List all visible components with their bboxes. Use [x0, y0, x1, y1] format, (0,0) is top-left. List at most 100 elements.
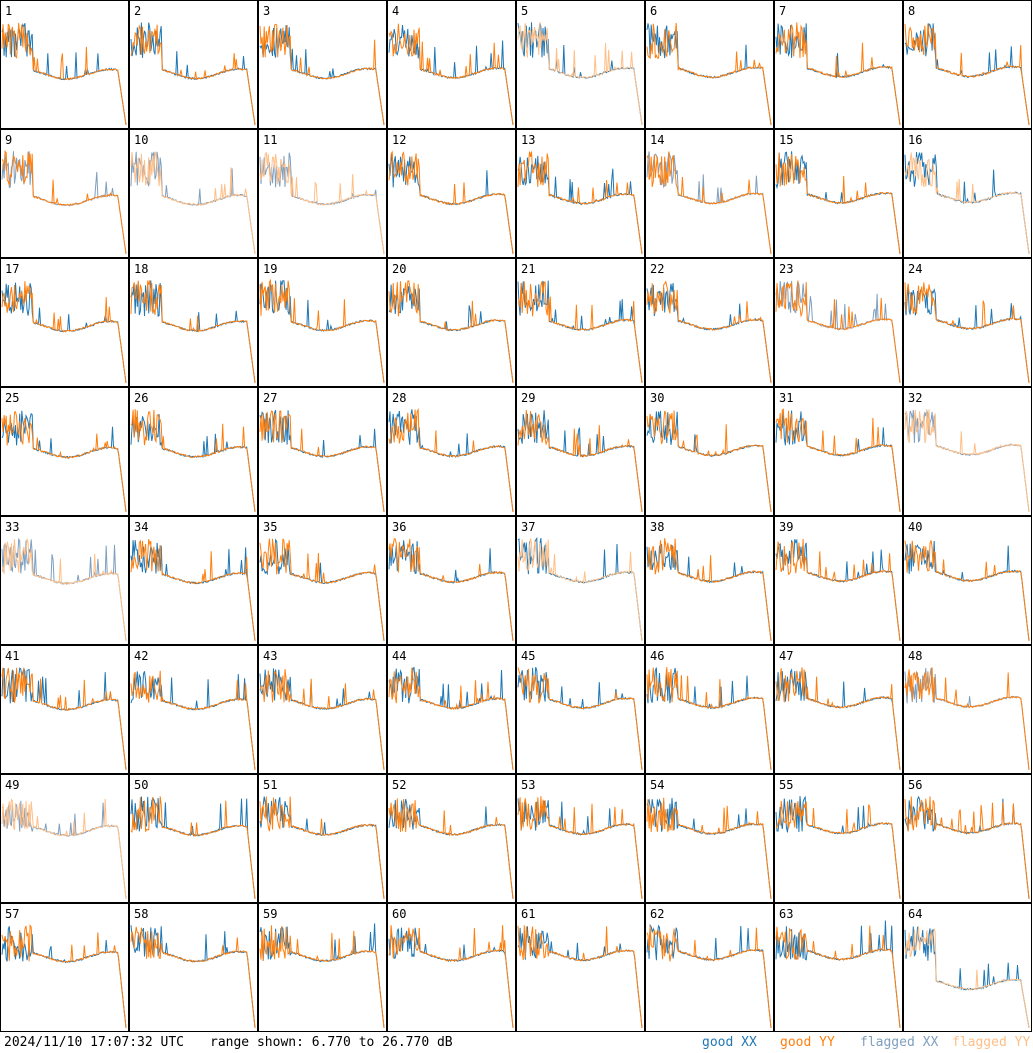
- series-yy-line: [904, 667, 1030, 771]
- panel-62: 62: [645, 903, 774, 1032]
- series-yy-line: [1, 798, 127, 900]
- panel-number: 3: [263, 4, 270, 18]
- panel-frame: [774, 645, 903, 774]
- panel-number: 48: [908, 649, 922, 663]
- series-yy-line: [1, 924, 127, 1029]
- series-yy-line: [259, 278, 385, 384]
- panel-13: 13: [516, 129, 645, 258]
- series-yy-line: [388, 23, 514, 126]
- panel-45: 45: [516, 645, 645, 774]
- series-xx-line: [1, 23, 127, 126]
- panel-50: 50: [129, 774, 258, 903]
- series-yy-line: [259, 669, 385, 771]
- panel-21: 21: [516, 258, 645, 387]
- panel-20: 20: [387, 258, 516, 387]
- timestamp: 2024/11/10 17:07:32 UTC: [4, 1035, 185, 1050]
- panel-58: 58: [129, 903, 258, 1032]
- panel-number: 17: [5, 262, 19, 276]
- panel-number: 34: [134, 520, 148, 534]
- panel-frame: [903, 903, 1032, 1032]
- panel-number: 64: [908, 907, 922, 921]
- series-yy-line: [646, 797, 772, 900]
- panel-number: 40: [908, 520, 922, 534]
- panel-frame: [258, 0, 387, 129]
- panel-number: 63: [779, 907, 793, 921]
- panel-22: 22: [645, 258, 774, 387]
- panel-number: 41: [5, 649, 19, 663]
- panel-frame: [0, 774, 129, 903]
- series-xx-line: [646, 283, 772, 384]
- panel-frame: [387, 258, 516, 387]
- panel-frame: [903, 774, 1032, 903]
- panel-frame: [387, 129, 516, 258]
- panel-9: 9: [0, 129, 129, 258]
- panel-35: 35: [258, 516, 387, 645]
- series-xx-line: [775, 920, 901, 1029]
- series-xx-line: [388, 927, 514, 1029]
- panel-number: 60: [392, 907, 406, 921]
- panel-number: 8: [908, 4, 915, 18]
- panel-frame: [516, 774, 645, 903]
- panel-number: 22: [650, 262, 664, 276]
- panel-frame: [774, 774, 903, 903]
- panel-frame: [903, 645, 1032, 774]
- panel-frame: [645, 129, 774, 258]
- series-xx-line: [259, 923, 385, 1029]
- series-xx-line: [130, 671, 256, 771]
- panel-number: 55: [779, 778, 793, 792]
- series-xx-line: [259, 668, 385, 771]
- panel-38: 38: [645, 516, 774, 645]
- panel-number: 18: [134, 262, 148, 276]
- series-yy-line: [1, 538, 127, 642]
- panel-frame: [516, 903, 645, 1032]
- panel-number: 59: [263, 907, 277, 921]
- series-yy-line: [646, 925, 772, 1029]
- panel-number: 23: [779, 262, 793, 276]
- series-xx-line: [646, 667, 772, 771]
- panel-33: 33: [0, 516, 129, 645]
- series-xx-line: [130, 414, 256, 513]
- panel-number: 38: [650, 520, 664, 534]
- panel-6: 6: [645, 0, 774, 129]
- panel-number: 20: [392, 262, 406, 276]
- series-xx-line: [388, 666, 514, 771]
- panel-number: 10: [134, 133, 148, 147]
- panel-3: 3: [258, 0, 387, 129]
- series-yy-line: [1, 150, 127, 255]
- panel-frame: [387, 645, 516, 774]
- series-xx-line: [130, 540, 256, 642]
- panel-number: 58: [134, 907, 148, 921]
- panel-number: 56: [908, 778, 922, 792]
- series-yy-line: [388, 407, 514, 513]
- series-xx-line: [388, 25, 514, 126]
- panel-number: 39: [779, 520, 793, 534]
- panel-frame: [387, 387, 516, 516]
- series-xx-line: [904, 540, 1030, 642]
- series-xx-line: [388, 152, 514, 255]
- panel-11: 11: [258, 129, 387, 258]
- series-yy-line: [517, 538, 643, 642]
- series-yy-line: [646, 410, 772, 513]
- series-yy-line: [775, 280, 901, 384]
- legend-flagged-xx: flagged XX: [860, 1035, 939, 1050]
- series-yy-line: [259, 151, 385, 255]
- panel-frame: [0, 258, 129, 387]
- panel-number: 33: [5, 520, 19, 534]
- series-xx-line: [646, 543, 772, 642]
- panel-frame: [516, 0, 645, 129]
- panel-number: 43: [263, 649, 277, 663]
- series-xx-line: [259, 410, 385, 513]
- panel-63: 63: [774, 903, 903, 1032]
- footer: 2024/11/10 17:07:32 UTC range shown: 6.7…: [0, 1032, 1033, 1053]
- panel-frame: [129, 129, 258, 258]
- panel-frame: [774, 387, 903, 516]
- panel-number: 61: [521, 907, 535, 921]
- series-yy-line: [904, 409, 1030, 513]
- panel-number: 46: [650, 649, 664, 663]
- series-xx-line: [130, 796, 256, 900]
- series-yy-line: [259, 538, 385, 642]
- panel-number: 51: [263, 778, 277, 792]
- panel-number: 45: [521, 649, 535, 663]
- panel-frame: [387, 903, 516, 1032]
- panel-43: 43: [258, 645, 387, 774]
